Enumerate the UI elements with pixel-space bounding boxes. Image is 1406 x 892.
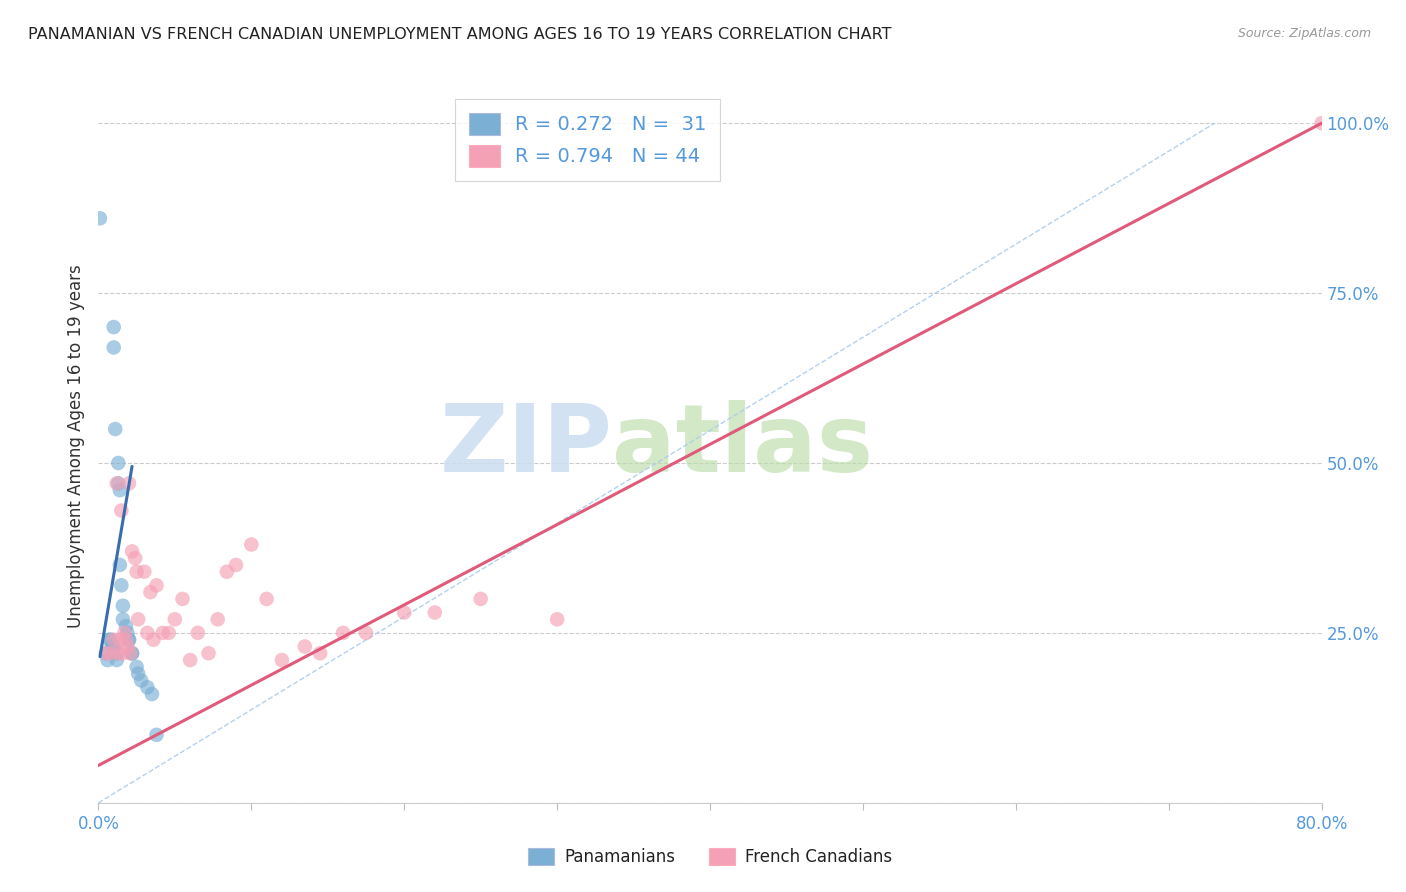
Point xyxy=(136,680,159,694)
Point xyxy=(103,632,125,647)
Point xyxy=(309,646,332,660)
Point xyxy=(332,626,354,640)
Point xyxy=(112,626,135,640)
Point xyxy=(294,640,316,654)
Point xyxy=(118,476,141,491)
Point xyxy=(107,476,129,491)
Point xyxy=(111,646,134,660)
Point xyxy=(111,612,134,626)
Point xyxy=(100,646,122,660)
Point xyxy=(117,640,139,654)
Point xyxy=(94,646,117,660)
Point xyxy=(108,632,131,647)
Point xyxy=(240,537,263,551)
Point xyxy=(145,728,167,742)
Point xyxy=(179,653,201,667)
Point xyxy=(115,619,138,633)
Point xyxy=(172,591,194,606)
Point xyxy=(127,666,149,681)
Point xyxy=(157,626,180,640)
Text: ZIP: ZIP xyxy=(439,400,612,492)
Point xyxy=(187,626,209,640)
Point xyxy=(110,503,132,517)
Y-axis label: Unemployment Among Ages 16 to 19 years: Unemployment Among Ages 16 to 19 years xyxy=(66,264,84,628)
Point xyxy=(163,612,186,626)
Point xyxy=(97,653,120,667)
Point xyxy=(256,591,278,606)
Point xyxy=(107,456,129,470)
Point xyxy=(392,606,416,620)
Point xyxy=(108,483,131,498)
Text: atlas: atlas xyxy=(612,400,873,492)
Point xyxy=(107,646,129,660)
Point xyxy=(134,565,156,579)
Point xyxy=(105,653,128,667)
Point xyxy=(105,476,128,491)
Text: Source: ZipAtlas.com: Source: ZipAtlas.com xyxy=(1237,27,1371,40)
Point xyxy=(104,422,127,436)
Point xyxy=(124,551,146,566)
Point xyxy=(354,626,377,640)
Point xyxy=(105,646,128,660)
Point xyxy=(121,544,143,558)
Point xyxy=(145,578,167,592)
Point xyxy=(1310,116,1333,130)
Point xyxy=(115,632,138,647)
Point xyxy=(139,585,162,599)
Point xyxy=(129,673,152,688)
Point xyxy=(136,626,159,640)
Legend: Panamanians, French Canadians: Panamanians, French Canadians xyxy=(522,841,898,873)
Point xyxy=(103,320,125,334)
Point xyxy=(423,606,446,620)
Point xyxy=(197,646,219,660)
Point xyxy=(207,612,229,626)
Point xyxy=(101,640,124,654)
Point xyxy=(89,211,111,226)
Point xyxy=(108,558,131,572)
Point xyxy=(142,632,165,647)
Point xyxy=(270,653,292,667)
Point xyxy=(120,646,142,660)
Point xyxy=(103,341,125,355)
Point xyxy=(125,565,148,579)
Point xyxy=(546,612,568,626)
Point xyxy=(121,646,143,660)
Point xyxy=(152,626,174,640)
Point xyxy=(215,565,238,579)
Point xyxy=(103,640,125,654)
Point xyxy=(117,626,139,640)
Text: PANAMANIAN VS FRENCH CANADIAN UNEMPLOYMENT AMONG AGES 16 TO 19 YEARS CORRELATION: PANAMANIAN VS FRENCH CANADIAN UNEMPLOYME… xyxy=(28,27,891,42)
Point xyxy=(98,632,121,647)
Point xyxy=(470,591,492,606)
Point xyxy=(141,687,163,701)
Point xyxy=(111,599,134,613)
Point xyxy=(121,646,143,660)
Point xyxy=(225,558,247,572)
Point xyxy=(100,632,122,647)
Point xyxy=(127,612,149,626)
Point xyxy=(118,632,141,647)
Point xyxy=(110,578,132,592)
Point xyxy=(125,660,148,674)
Point xyxy=(118,632,141,647)
Point xyxy=(94,646,117,660)
